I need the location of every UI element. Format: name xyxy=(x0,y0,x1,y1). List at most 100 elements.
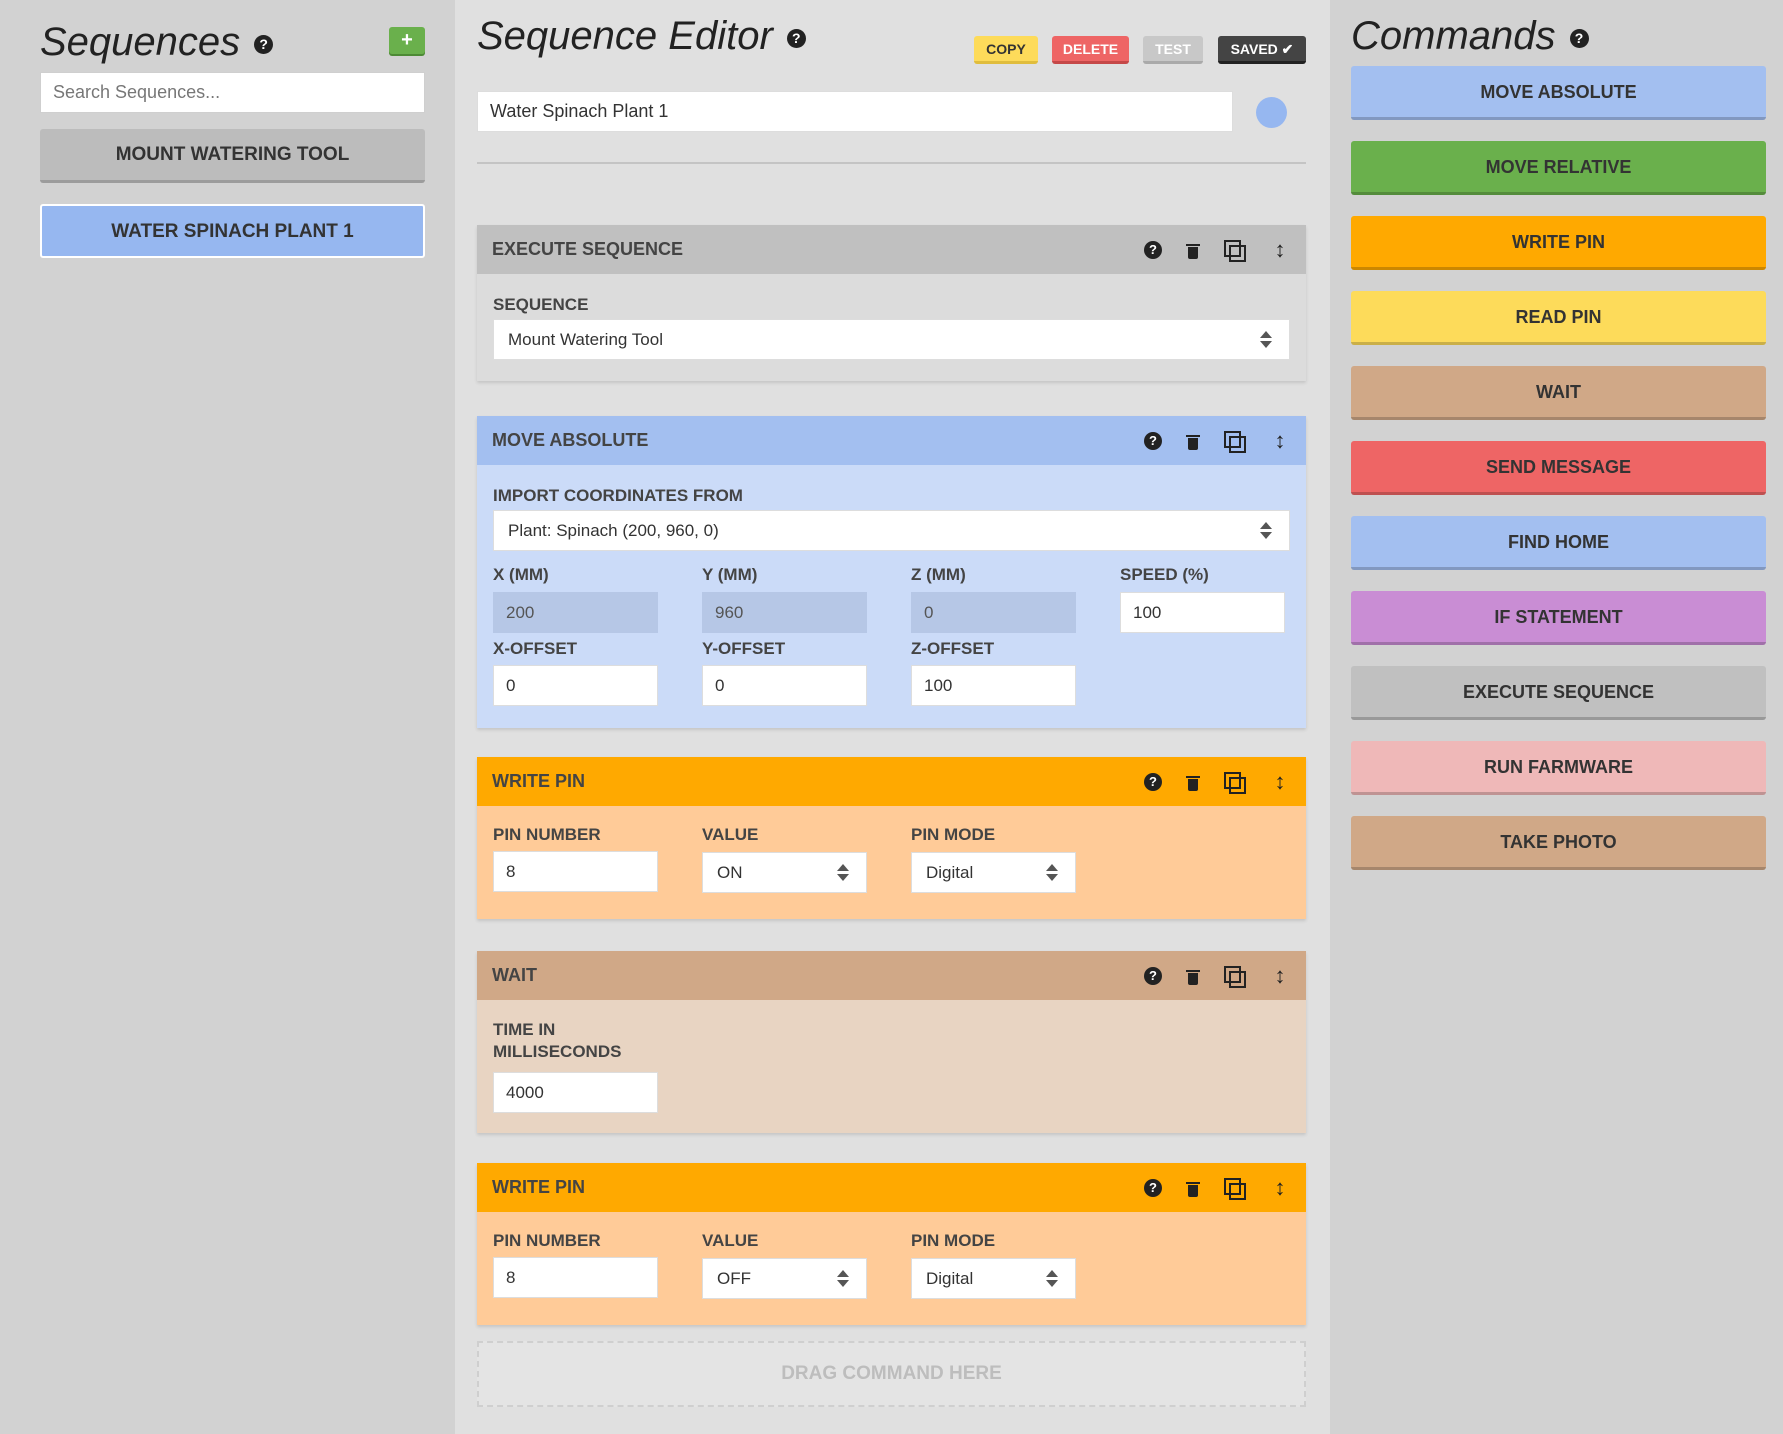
pin-number-field[interactable]: 8 xyxy=(493,851,658,892)
command-find-home[interactable]: FIND HOME xyxy=(1351,516,1766,570)
z-offset-label: Z-OFFSET xyxy=(911,639,995,658)
step-body: TIME IN MILLISECONDS 4000 xyxy=(477,1000,1306,1133)
z-field[interactable]: 0 xyxy=(911,592,1076,633)
value-select[interactable]: OFF xyxy=(702,1258,867,1299)
drag-handle-icon[interactable]: ↕ xyxy=(1274,1175,1286,1200)
editor-title: Sequence Editor? xyxy=(477,14,806,59)
pin-mode-select-value: Digital xyxy=(926,863,974,882)
command-send-message[interactable]: SEND MESSAGE xyxy=(1351,441,1766,495)
drag-handle-icon[interactable]: ↕ xyxy=(1274,428,1286,453)
x-offset-label: X-OFFSET xyxy=(493,639,578,658)
trash-icon[interactable] xyxy=(1186,968,1200,985)
trash-icon[interactable] xyxy=(1186,1180,1200,1197)
duplicate-icon[interactable] xyxy=(1224,966,1246,988)
z-offset-field[interactable]: 100 xyxy=(911,665,1076,706)
command-read-pin[interactable]: READ PIN xyxy=(1351,291,1766,345)
commands-title: Commands? xyxy=(1351,14,1589,59)
step-body: SEQUENCE Mount Watering Tool xyxy=(477,274,1306,381)
step-title: WRITE PIN xyxy=(492,771,585,791)
search-sequences-input[interactable] xyxy=(40,72,425,113)
help-icon[interactable]: ? xyxy=(254,34,274,54)
speed-field[interactable]: 100 xyxy=(1120,592,1285,633)
drag-handle-icon[interactable]: ↕ xyxy=(1274,769,1286,794)
sequence-name-input[interactable] xyxy=(477,91,1233,132)
pin-mode-label: PIN MODE xyxy=(911,825,996,844)
step-title: EXECUTE SEQUENCE xyxy=(492,239,684,259)
step-title: WAIT xyxy=(492,965,537,985)
step-header[interactable]: MOVE ABSOLUTE ? ↕ xyxy=(477,416,1306,465)
step-write-pin: WRITE PIN ? ↕ PIN NUMBER VALUE PIN MODE … xyxy=(477,1163,1306,1325)
step-wait: WAIT ? ↕ TIME IN MILLISECONDS 4000 xyxy=(477,951,1306,1133)
step-header[interactable]: EXECUTE SEQUENCE ? ↕ xyxy=(477,225,1306,274)
step-execute-sequence: EXECUTE SEQUENCE ? ↕ SEQUENCE Mount Wate… xyxy=(477,225,1306,381)
select-arrows-icon xyxy=(1046,1269,1058,1289)
add-sequence-button[interactable]: + xyxy=(389,27,425,54)
sequence-color-picker[interactable] xyxy=(1256,97,1287,128)
commands-panel: Commands? MOVE ABSOLUTE MOVE RELATIVE WR… xyxy=(1330,0,1783,1434)
command-move-relative[interactable]: MOVE RELATIVE xyxy=(1351,141,1766,195)
sequence-item-mount-watering-tool[interactable]: MOUNT WATERING TOOL xyxy=(40,129,425,183)
test-button[interactable]: TEST xyxy=(1143,36,1203,64)
duplicate-icon[interactable] xyxy=(1224,772,1246,794)
drag-handle-icon[interactable]: ↕ xyxy=(1274,963,1286,988)
step-write-pin: WRITE PIN ? ↕ PIN NUMBER VALUE PIN MODE … xyxy=(477,757,1306,919)
step-header[interactable]: WAIT ? ↕ xyxy=(477,951,1306,1000)
command-run-farmware[interactable]: RUN FARMWARE xyxy=(1351,741,1766,795)
drag-command-drop-zone[interactable]: DRAG COMMAND HERE xyxy=(477,1341,1306,1407)
sequence-select-value: Mount Watering Tool xyxy=(508,330,663,349)
help-icon[interactable]: ? xyxy=(1144,241,1162,259)
value-select[interactable]: ON xyxy=(702,852,867,893)
copy-button[interactable]: COPY xyxy=(974,36,1038,64)
pin-number-field[interactable]: 8 xyxy=(493,1257,658,1298)
y-offset-field[interactable]: 0 xyxy=(702,665,867,706)
step-body: PIN NUMBER VALUE PIN MODE 8 OFF Digital xyxy=(477,1212,1306,1325)
help-icon[interactable]: ? xyxy=(1144,967,1162,985)
duplicate-icon[interactable] xyxy=(1224,431,1246,453)
step-body: IMPORT COORDINATES FROM Plant: Spinach (… xyxy=(477,465,1306,728)
divider xyxy=(477,162,1306,164)
command-write-pin[interactable]: WRITE PIN xyxy=(1351,216,1766,270)
command-wait[interactable]: WAIT xyxy=(1351,366,1766,420)
help-icon[interactable]: ? xyxy=(1144,1179,1162,1197)
command-take-photo[interactable]: TAKE PHOTO xyxy=(1351,816,1766,870)
help-icon[interactable]: ? xyxy=(1569,28,1589,48)
trash-icon[interactable] xyxy=(1186,433,1200,450)
help-icon[interactable]: ? xyxy=(1144,432,1162,450)
time-field[interactable]: 4000 xyxy=(493,1072,658,1113)
sequence-item-water-spinach-plant-1[interactable]: WATER SPINACH PLANT 1 xyxy=(40,204,425,258)
x-field[interactable]: 200 xyxy=(493,592,658,633)
y-field[interactable]: 960 xyxy=(702,592,867,633)
command-if-statement[interactable]: IF STATEMENT xyxy=(1351,591,1766,645)
duplicate-icon[interactable] xyxy=(1224,1178,1246,1200)
pin-number-label: PIN NUMBER xyxy=(493,1231,601,1250)
pin-mode-select-value: Digital xyxy=(926,1269,974,1288)
saved-button[interactable]: SAVED ✔ xyxy=(1218,36,1306,64)
value-select-value: OFF xyxy=(717,1269,751,1288)
speed-label: SPEED (%) xyxy=(1120,565,1209,584)
pin-mode-label: PIN MODE xyxy=(911,1231,996,1250)
sequence-select[interactable]: Mount Watering Tool xyxy=(493,319,1290,360)
command-move-absolute[interactable]: MOVE ABSOLUTE xyxy=(1351,66,1766,120)
pin-mode-select[interactable]: Digital xyxy=(911,1258,1076,1299)
import-coordinates-value: Plant: Spinach (200, 960, 0) xyxy=(508,521,719,540)
select-arrows-icon xyxy=(1260,330,1272,350)
step-header[interactable]: WRITE PIN ? ↕ xyxy=(477,757,1306,806)
import-coordinates-select[interactable]: Plant: Spinach (200, 960, 0) xyxy=(493,510,1290,551)
drag-handle-icon[interactable]: ↕ xyxy=(1274,237,1286,262)
help-icon[interactable]: ? xyxy=(1144,773,1162,791)
help-icon[interactable]: ? xyxy=(786,28,806,48)
trash-icon[interactable] xyxy=(1186,242,1200,259)
select-arrows-icon xyxy=(1046,863,1058,883)
step-title: WRITE PIN xyxy=(492,1177,585,1197)
sequences-panel: Sequences? + MOUNT WATERING TOOL WATER S… xyxy=(0,0,455,1434)
x-offset-field[interactable]: 0 xyxy=(493,665,658,706)
step-header[interactable]: WRITE PIN ? ↕ xyxy=(477,1163,1306,1212)
duplicate-icon[interactable] xyxy=(1224,240,1246,262)
trash-icon[interactable] xyxy=(1186,774,1200,791)
delete-button[interactable]: DELETE xyxy=(1052,36,1129,64)
select-arrows-icon xyxy=(1260,521,1272,541)
select-arrows-icon xyxy=(837,863,849,883)
command-execute-sequence[interactable]: EXECUTE SEQUENCE xyxy=(1351,666,1766,720)
pin-mode-select[interactable]: Digital xyxy=(911,852,1076,893)
step-move-absolute: MOVE ABSOLUTE ? ↕ IMPORT COORDINATES FRO… xyxy=(477,416,1306,728)
